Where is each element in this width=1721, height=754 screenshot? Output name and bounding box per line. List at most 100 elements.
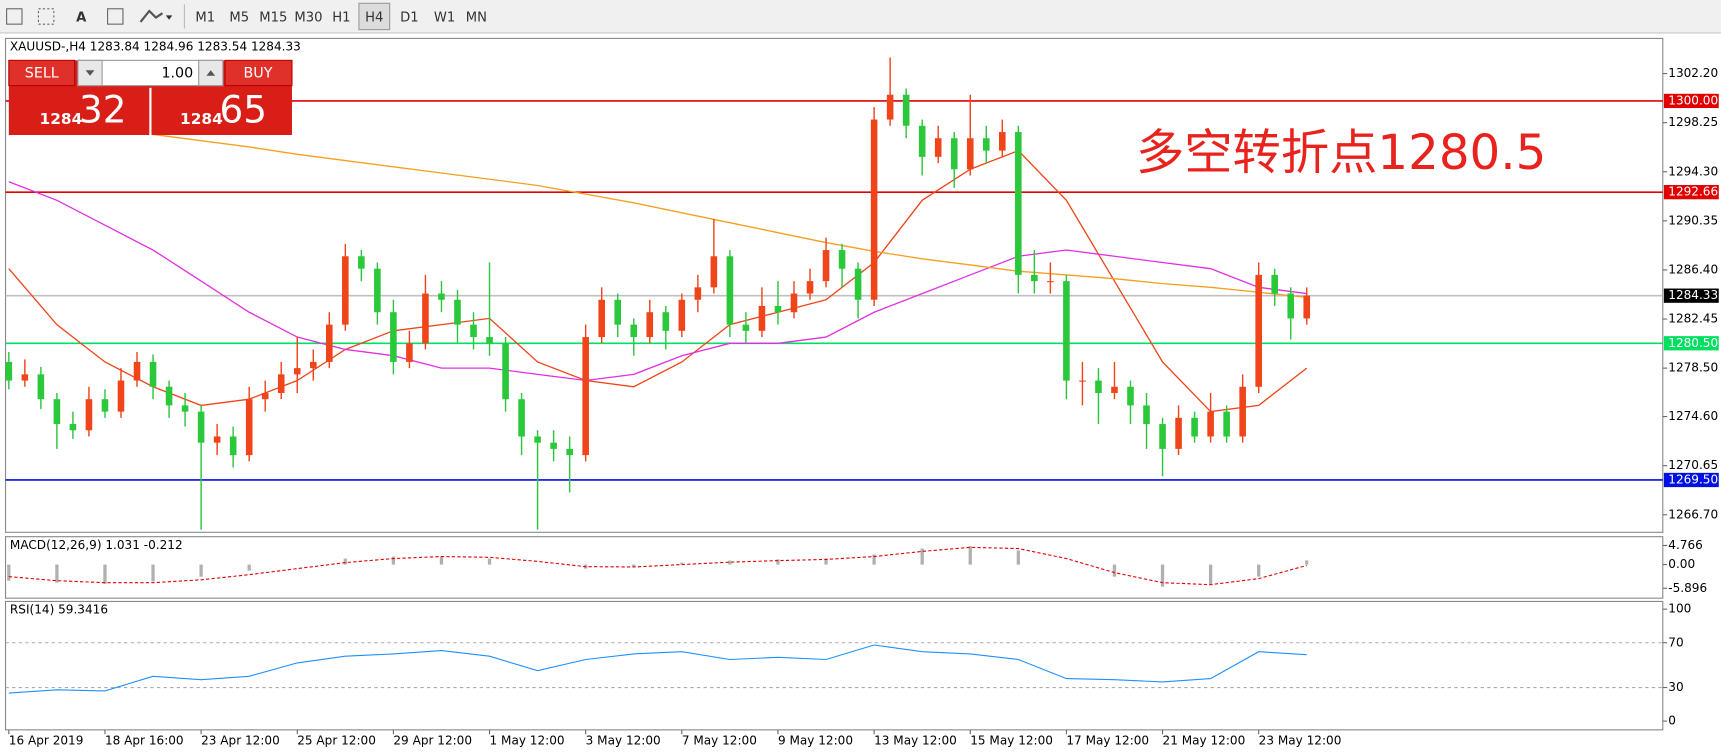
candle-body [470,324,477,338]
candle-body [838,250,846,269]
icon-chart[interactable] [6,8,23,25]
candle-body [502,343,509,400]
candle-body [85,399,93,431]
panel-title: MACD(12,26,9) 1.031 -0.212 [10,538,183,552]
candle-body [966,138,974,170]
candle-body [678,299,686,331]
candle-body [534,436,541,443]
candle-body [598,299,605,338]
candle-body [1031,274,1038,282]
rsi-line [8,644,1307,694]
macd-signal [8,546,1307,586]
timeframe-button[interactable]: M15 [259,11,287,26]
candle-body [1271,274,1278,294]
level-label: 1284.33 [1668,288,1718,302]
moving-average [8,149,1308,413]
timeframe-button[interactable]: M5 [229,11,249,26]
candle-body [229,436,237,456]
candle-body [758,305,766,331]
y-tick-label: 30 [1668,680,1683,694]
candle-body [117,380,125,412]
y-tick-label: 70 [1668,635,1683,649]
candle-body [149,361,157,387]
x-tick-label: 18 Apr 16:00 [105,733,184,747]
candle-body [582,337,589,456]
candle-body [1079,380,1086,382]
timeframe-button[interactable]: H1 [332,11,350,26]
level-label-bg [1663,472,1719,488]
x-tick-label: 23 Apr 12:00 [201,733,280,747]
candle-body [21,374,29,381]
timeframe-button[interactable]: M1 [195,11,215,26]
icon-grid[interactable] [37,8,55,25]
level-label: 1300.00 [1668,93,1718,107]
x-tick-label: 7 May 12:00 [682,733,757,747]
candle-body [358,256,365,269]
candle-body [133,361,141,381]
icon-draw[interactable] [139,9,164,23]
x-tick-label: 9 May 12:00 [778,733,853,747]
candle-body [1095,380,1102,393]
candle-body [854,268,862,300]
rsi-panel [4,600,1664,731]
candle-body [165,386,173,406]
candle-body [726,256,734,325]
candle-body [454,299,461,325]
x-tick-label: 3 May 12:00 [586,733,661,747]
timeframe-button[interactable]: MN [466,11,487,26]
timeframes: M1 M5 M15 M30 H1 H4 D1 W1 MN [195,2,487,31]
x-tick-label: 25 Apr 12:00 [297,733,376,747]
bid-main: 1284 [40,110,83,128]
level-label-bg [1663,288,1719,303]
candle-body [422,293,429,344]
candle-body [982,138,990,151]
candle-body [1255,274,1262,387]
candle-body [309,361,317,369]
buy-button[interactable] [224,59,293,87]
timeframe-button[interactable]: M30 [294,11,322,26]
arrow-down [85,70,95,76]
candle-body [293,368,301,375]
candle-body [886,94,894,120]
ask-pips: 65 [220,87,267,131]
candle-body [806,281,814,294]
timeframe-button[interactable]: H4 [365,11,383,26]
candle-body [277,374,285,393]
candle-body [1143,405,1150,425]
x-tick-label: 23 May 12:00 [1259,733,1342,747]
annotation: 多空转折点1280.5 [1136,125,1546,181]
candle-body [1223,411,1230,437]
y-tick-label: 1278.50 [1668,361,1718,375]
panel-title: RSI(14) 59.3416 [10,603,108,617]
y-tick-label: -5.896 [1668,581,1707,595]
timeframe-button[interactable]: D1 [400,11,419,26]
candle-body [1127,386,1134,406]
x-tick-label: 21 May 12:00 [1163,733,1246,747]
y-tick-label: 1286.40 [1668,262,1718,276]
candle-body [69,424,77,431]
icon-label[interactable] [107,8,124,25]
candle-body [742,324,750,331]
sell-button[interactable] [8,59,76,87]
candle-body [1207,411,1214,437]
candle-body [213,436,221,443]
x-tick-label: 15 May 12:00 [970,733,1053,747]
lot-value: 1.00 [161,66,193,82]
candle-body [197,411,205,443]
candle-body [181,405,189,412]
timeframe-button[interactable]: W1 [434,11,455,26]
plots: 1302.20 1298.25 1294.30 1290.35 1286.40 1282.… [5,40,1719,747]
x-tick-label: 29 Apr 12:00 [393,733,472,747]
candle-body [101,399,109,412]
candle-body [1047,281,1054,283]
candle-body [1191,417,1198,437]
icon-dropdown[interactable] [165,15,173,20]
toolbar [0,0,1721,33]
moving-average [8,181,1307,382]
icon-text[interactable]: A [76,11,87,26]
y-tick-label: 0 [1668,714,1676,728]
candle-body [5,361,13,381]
timeframe-active [358,2,391,31]
level-label-bg [1663,185,1719,200]
